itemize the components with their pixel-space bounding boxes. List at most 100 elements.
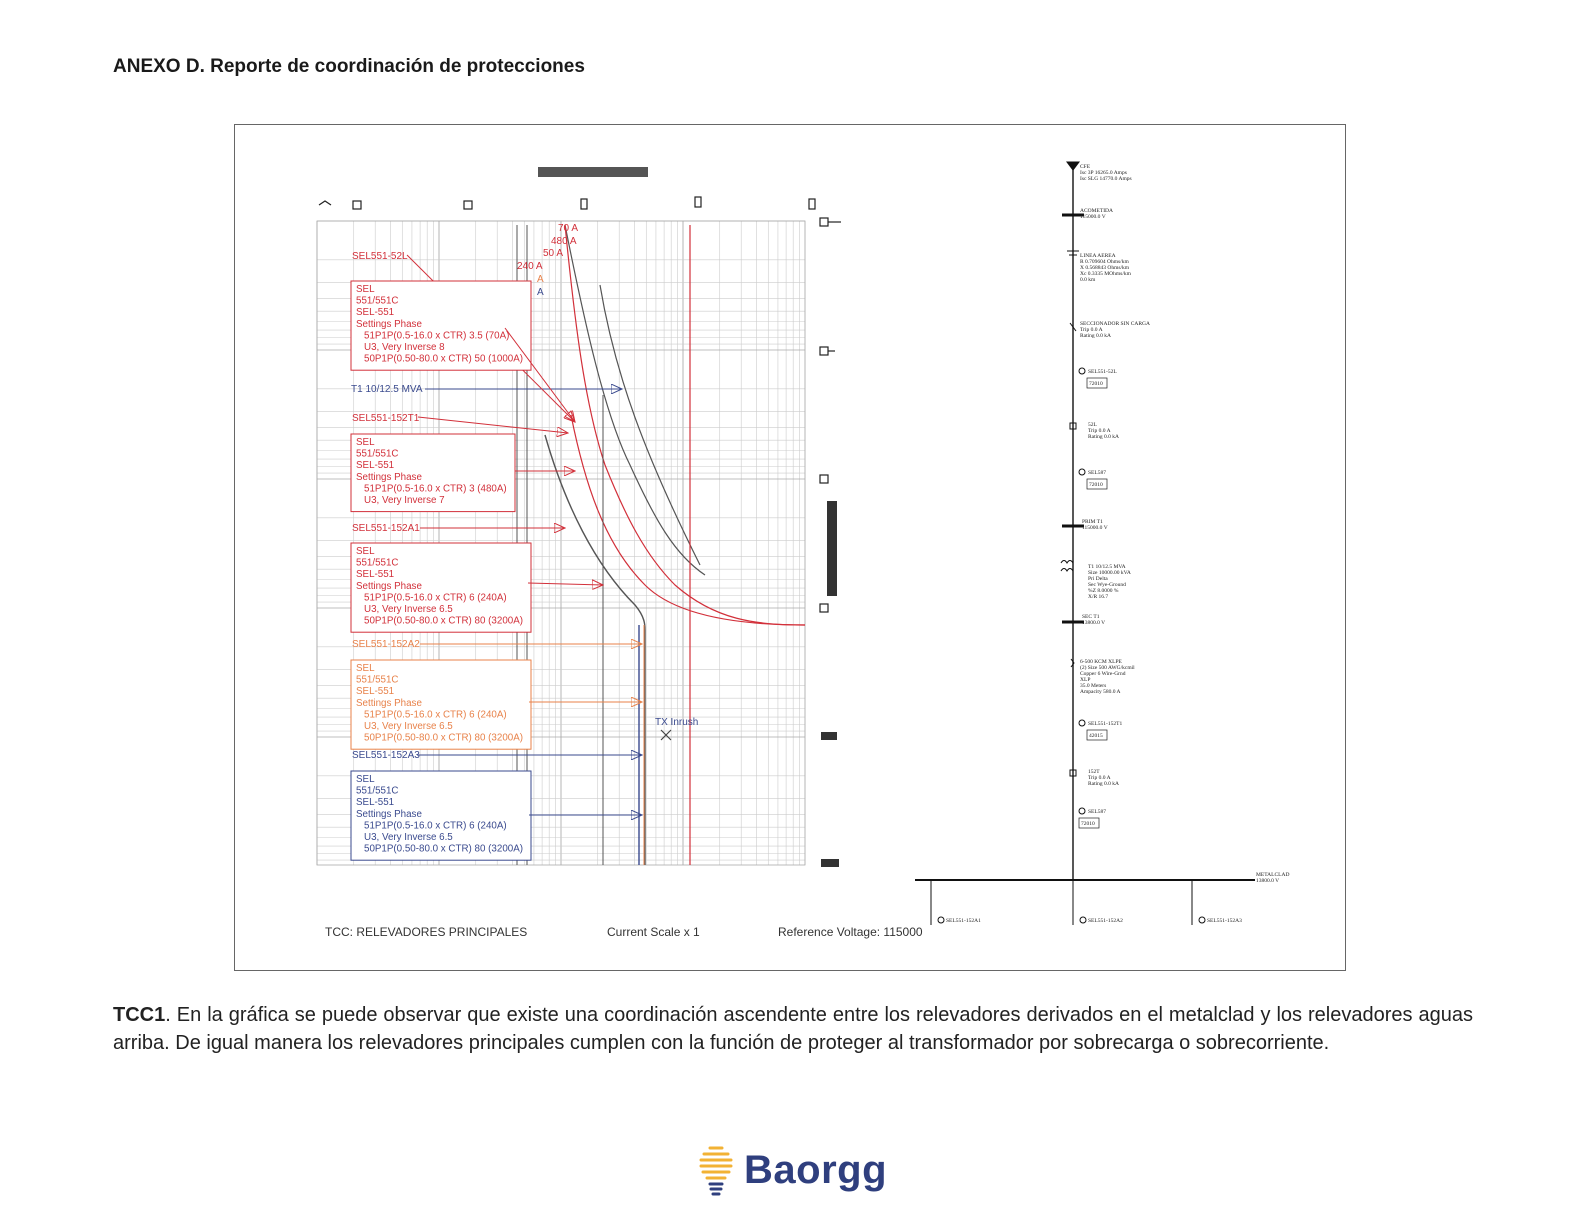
one-line-label: Copper 6 Wire-Grnd	[1080, 671, 1126, 677]
grid-frame	[316, 220, 806, 866]
small-icon	[821, 859, 839, 867]
relay-tag: SEL551-152T1	[352, 413, 420, 424]
relay-tag: SEL551-152A3	[352, 750, 420, 761]
small-box-icon	[819, 603, 829, 613]
one-line-label: Xc 0.3335 MOhms/km	[1080, 271, 1132, 277]
one-line-label: Trip 0.0 A	[1088, 775, 1111, 781]
caption-lead: TCC1	[113, 1004, 166, 1026]
relay-setting-line: 51P1P(0.5-16.0 x CTR) 6 (240A)	[364, 820, 507, 831]
relay-curve-arrow	[527, 583, 603, 585]
small-box-icon	[808, 198, 816, 210]
one-line-label: X 0.568843 Ohms/km	[1080, 265, 1130, 271]
transformer-icon	[1060, 560, 1074, 572]
source-icon	[1066, 161, 1080, 171]
tcc-footer: TCC: RELEVADORES PRINCIPALES Current Sca…	[325, 925, 923, 939]
one-line-label: 13800.0 V	[1256, 878, 1279, 884]
lightbulb-logo-icon	[699, 1146, 733, 1196]
relay-setting-line: 51P1P(0.5-16.0 x CTR) 3.5 (70A)	[364, 330, 509, 341]
relay-setting-line: U3, Very Inverse 7	[364, 495, 445, 506]
small-icon	[318, 200, 332, 206]
relay-id-box	[1086, 478, 1108, 490]
relay-setting-line: 50P1P(0.50-80.0 x CTR) 50 (1000A)	[364, 354, 523, 365]
relay-tag: SEL551-152A2	[352, 639, 420, 650]
breaker-icon	[1069, 769, 1077, 777]
one-line-label: 35.0 Meters	[1080, 683, 1106, 689]
relay-id: 72010	[1089, 381, 1103, 387]
transformer-label: T1 10/12.5 MVA	[351, 384, 423, 395]
relay-icon	[1078, 367, 1086, 375]
relay-icon	[1078, 807, 1086, 815]
relay-icon	[1078, 468, 1086, 476]
tcc-curves	[516, 224, 806, 865]
relay-setting-line: 51P1P(0.5-16.0 x CTR) 6 (240A)	[364, 592, 507, 603]
small-box-icon	[352, 200, 362, 210]
one-line-label: METALCLAD	[1256, 872, 1290, 878]
one-line-label: R 0.709604 Ohms/km	[1080, 259, 1129, 265]
one-line-label: Ampacity 580.0 A	[1080, 689, 1121, 695]
caption-text: . En la gráfica se puede observar que ex…	[113, 1004, 1473, 1054]
relay-setting-line: U3, Very Inverse 6.5	[364, 832, 453, 843]
small-box-icon	[463, 200, 473, 210]
relay-setting-line: SEL	[356, 546, 375, 557]
cable-icon	[1070, 658, 1075, 668]
one-line-label: Pri Delta	[1088, 576, 1108, 582]
small-box-icon	[819, 474, 829, 484]
caption-paragraph: TCC1. En la gráfica se puede observar qu…	[113, 1001, 1473, 1057]
relay-id: 72010	[1089, 482, 1103, 488]
one-line-label: XLP	[1080, 677, 1090, 683]
relay-settings-box	[350, 542, 532, 633]
header-title-blur-icon	[538, 167, 648, 177]
relay-setting-line: SEL-551	[356, 307, 394, 318]
one-line-label: Sec Wye-Ground	[1088, 582, 1126, 588]
current-label: 50 A	[543, 248, 563, 259]
one-line-label: Trip 0.0 A	[1080, 327, 1103, 333]
logo-text: Baorgg	[744, 1147, 887, 1192]
one-line-label: 13800.0 V	[1082, 620, 1105, 626]
one-line-label: 52L	[1088, 422, 1098, 428]
current-label: A	[537, 287, 544, 298]
one-line-label: 6-500 KCM XLPE	[1080, 659, 1123, 665]
one-line-label: 115000.0 V	[1080, 214, 1106, 220]
relay-setting-line: 50P1P(0.50-80.0 x CTR) 80 (3200A)	[364, 616, 523, 627]
relay-icon	[937, 916, 945, 924]
feeder-label: SEL551-152A1	[946, 918, 981, 924]
relay-setting-line: 551/551C	[356, 449, 399, 460]
one-line-label: SECCIONADOR SIN CARGA	[1080, 321, 1150, 327]
relay-id-box	[1086, 729, 1108, 741]
feeder-label: SEL551-152A3	[1207, 918, 1242, 924]
relay-setting-line: Settings Phase	[356, 472, 422, 483]
one-line-label: T1 10/12.5 MVA	[1088, 564, 1126, 570]
one-line-label: SEL587	[1088, 809, 1106, 815]
relay-setting-line: SEL	[356, 284, 375, 295]
relay-setting-line: 551/551C	[356, 296, 399, 307]
relay-setting-line: 551/551C	[356, 786, 399, 797]
current-labels: 70 A 480 A 240 A A A 50 A	[517, 223, 578, 298]
relay-setting-line: U3, Very Inverse 6.5	[364, 604, 453, 615]
relay-setting-line: Settings Phase	[356, 698, 422, 709]
relay-setting-line: U3, Very Inverse 6.5	[364, 721, 453, 732]
one-line-label: Trip 0.0 A	[1088, 428, 1111, 434]
one-line-label: (2) Size 500 AWG/kcmil	[1080, 664, 1135, 671]
relay-setting-line: Settings Phase	[356, 319, 422, 330]
one-line-label: Rating 0.0 kA	[1080, 333, 1111, 339]
company-logo: Baorgg	[696, 1140, 887, 1200]
relay-icon	[1198, 916, 1206, 924]
relay-setting-line: SEL	[356, 437, 375, 448]
relay-setting-line: 51P1P(0.5-16.0 x CTR) 6 (240A)	[364, 709, 507, 720]
switch-icon	[1069, 322, 1077, 332]
relay-tag: SEL551-52L	[352, 251, 408, 262]
relay-id-box	[1086, 377, 1108, 389]
one-line-label: 0.0 km	[1080, 277, 1096, 283]
relay-icon	[1079, 916, 1087, 924]
breaker-icon	[1069, 422, 1077, 430]
one-line-label: Size 10000.00 kVA	[1088, 570, 1131, 576]
relay-setting-line: SEL-551	[356, 686, 394, 697]
relay-setting-line: 51P1P(0.5-16.0 x CTR) 3 (480A)	[364, 483, 507, 494]
page-heading: ANEXO D. Reporte de coordinación de prot…	[113, 56, 585, 77]
small-box-icon	[580, 198, 588, 210]
relay-settings-box	[350, 770, 532, 861]
